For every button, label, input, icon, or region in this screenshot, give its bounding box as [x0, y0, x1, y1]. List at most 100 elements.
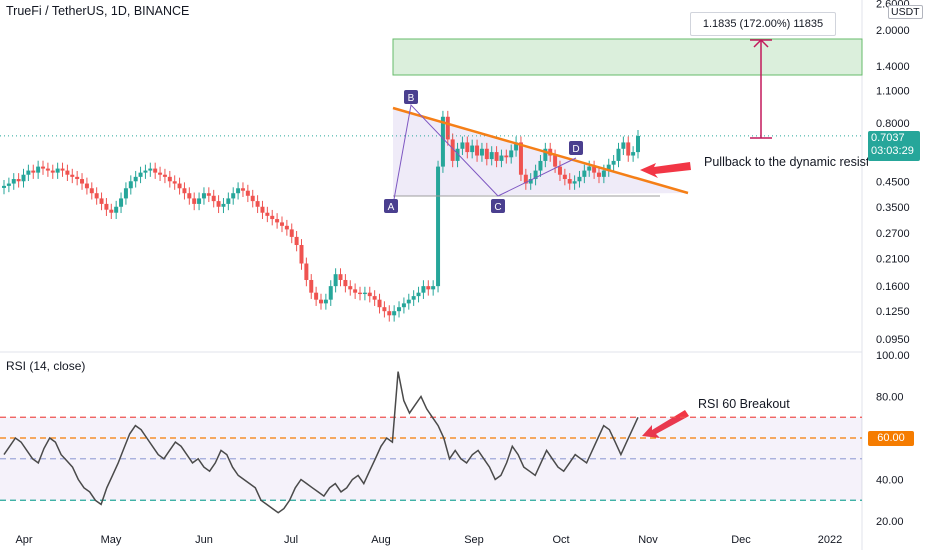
candle-body — [489, 152, 494, 160]
candle-body — [99, 198, 104, 204]
time-tick-label: Aug — [371, 534, 391, 546]
candle-body — [216, 201, 221, 207]
descending-resistance — [392, 106, 689, 195]
candle-body — [523, 174, 528, 184]
candle-body — [260, 206, 265, 213]
candle-body — [343, 279, 348, 287]
candle-body — [265, 212, 270, 216]
candle-body — [314, 292, 319, 300]
price-tick-label: 0.4500 — [876, 176, 910, 188]
candle-body — [192, 198, 197, 204]
pattern-label-box — [491, 199, 505, 213]
rsi-arrow — [642, 410, 689, 438]
candle-body — [631, 152, 636, 156]
currency-badge[interactable]: USDT — [888, 5, 923, 19]
candle-body — [504, 155, 509, 158]
candle-body — [319, 299, 323, 304]
candle-body — [582, 170, 587, 177]
last-price-tag: 0.7037 03:03:29 — [868, 131, 920, 161]
price-tick-label: 0.0950 — [876, 334, 910, 346]
time-axis[interactable]: Apr May Jun Jul Aug Sep Oct Nov Dec 2022 — [15, 534, 842, 546]
candle-body — [426, 286, 431, 290]
pullback-arrow — [640, 162, 691, 178]
candle-body — [21, 174, 26, 182]
candle-body — [533, 170, 538, 180]
grid — [0, 0, 863, 550]
candle-body — [353, 289, 358, 293]
candle-body — [279, 222, 284, 226]
candle-body — [596, 172, 601, 177]
price-tick-label: 0.8000 — [876, 118, 910, 130]
price-candles — [2, 110, 640, 322]
candle-body — [431, 286, 436, 290]
rsi-pane — [0, 371, 862, 514]
time-tick-label: Jul — [284, 534, 298, 546]
candle-body — [123, 188, 128, 199]
pattern-label: B — [408, 93, 415, 104]
candle-body — [636, 135, 640, 153]
candle-body — [616, 148, 621, 161]
candle-body — [499, 155, 504, 161]
candle-body — [284, 225, 289, 230]
measure-arrowhead — [753, 38, 769, 48]
time-tick-label: Oct — [552, 534, 569, 546]
candle-body — [338, 274, 343, 280]
candle-body — [16, 179, 21, 182]
candle-body — [114, 206, 119, 213]
price-tick-label: 0.1600 — [876, 281, 910, 293]
candle-body — [411, 296, 416, 300]
target-zone — [392, 38, 863, 76]
candle-body — [392, 311, 397, 316]
price-tick-label: 1.1000 — [876, 86, 910, 98]
pattern-label-box — [569, 141, 583, 155]
candle-body — [104, 203, 109, 210]
price-tick-label: 2.0000 — [876, 25, 910, 37]
candle-body — [377, 299, 382, 308]
candle-body — [138, 172, 143, 177]
candle-body — [397, 307, 402, 312]
candle-body — [255, 201, 260, 207]
candle-body — [294, 236, 299, 246]
time-tick-label: Dec — [731, 534, 751, 546]
candle-body — [621, 142, 626, 149]
time-tick-label: 2022 — [818, 534, 842, 546]
pattern-label: A — [388, 202, 395, 213]
candle-body — [89, 188, 94, 194]
candle-body — [362, 292, 367, 295]
candle-body — [348, 286, 353, 290]
candle-body — [221, 203, 226, 207]
candle-body — [153, 168, 158, 173]
candle-body — [372, 296, 377, 300]
candle-body — [479, 148, 484, 156]
candle-body — [211, 195, 216, 202]
candle-body — [197, 198, 202, 204]
candle-body — [50, 170, 55, 173]
candle-body — [323, 299, 328, 304]
rsi-tick-label: 20.00 — [876, 516, 904, 528]
candle-body — [455, 148, 460, 161]
pullback-annotation: Pullback to the dynamic resistance — [704, 155, 868, 169]
candle-body — [119, 198, 124, 207]
candle-body — [475, 145, 480, 156]
candle-body — [172, 181, 177, 184]
candle-body — [167, 176, 172, 182]
rsi-line — [3, 371, 639, 514]
rsi-title: RSI (14, close) — [6, 359, 86, 373]
candle-body — [80, 179, 85, 184]
pattern-label: D — [572, 144, 579, 155]
candle-body — [148, 168, 153, 171]
candle-body — [75, 176, 80, 180]
candle-body — [538, 160, 543, 171]
candle-body — [553, 155, 558, 167]
candle-body — [406, 299, 411, 304]
price-axis[interactable]: 2.60002.00001.40001.10000.80000.58000.45… — [876, 0, 910, 346]
pattern-zones — [392, 38, 863, 196]
price-tick-label: 0.3500 — [876, 202, 910, 214]
abcd-path — [392, 103, 577, 206]
candle-body — [509, 150, 514, 158]
candle-body — [416, 292, 421, 297]
candle-body — [6, 183, 11, 186]
rsi-breakout-annotation: RSI 60 Breakout — [698, 397, 790, 411]
candle-body — [70, 174, 75, 177]
candle-body — [11, 179, 16, 184]
